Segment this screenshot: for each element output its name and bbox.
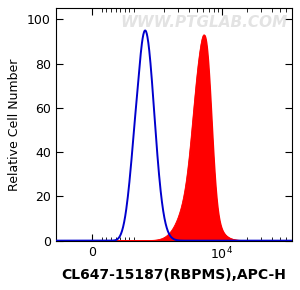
Text: WWW.PTGLAB.COM: WWW.PTGLAB.COM bbox=[121, 15, 288, 30]
X-axis label: CL647-15187(RBPMS),APC-H: CL647-15187(RBPMS),APC-H bbox=[61, 268, 286, 282]
Y-axis label: Relative Cell Number: Relative Cell Number bbox=[8, 58, 21, 191]
